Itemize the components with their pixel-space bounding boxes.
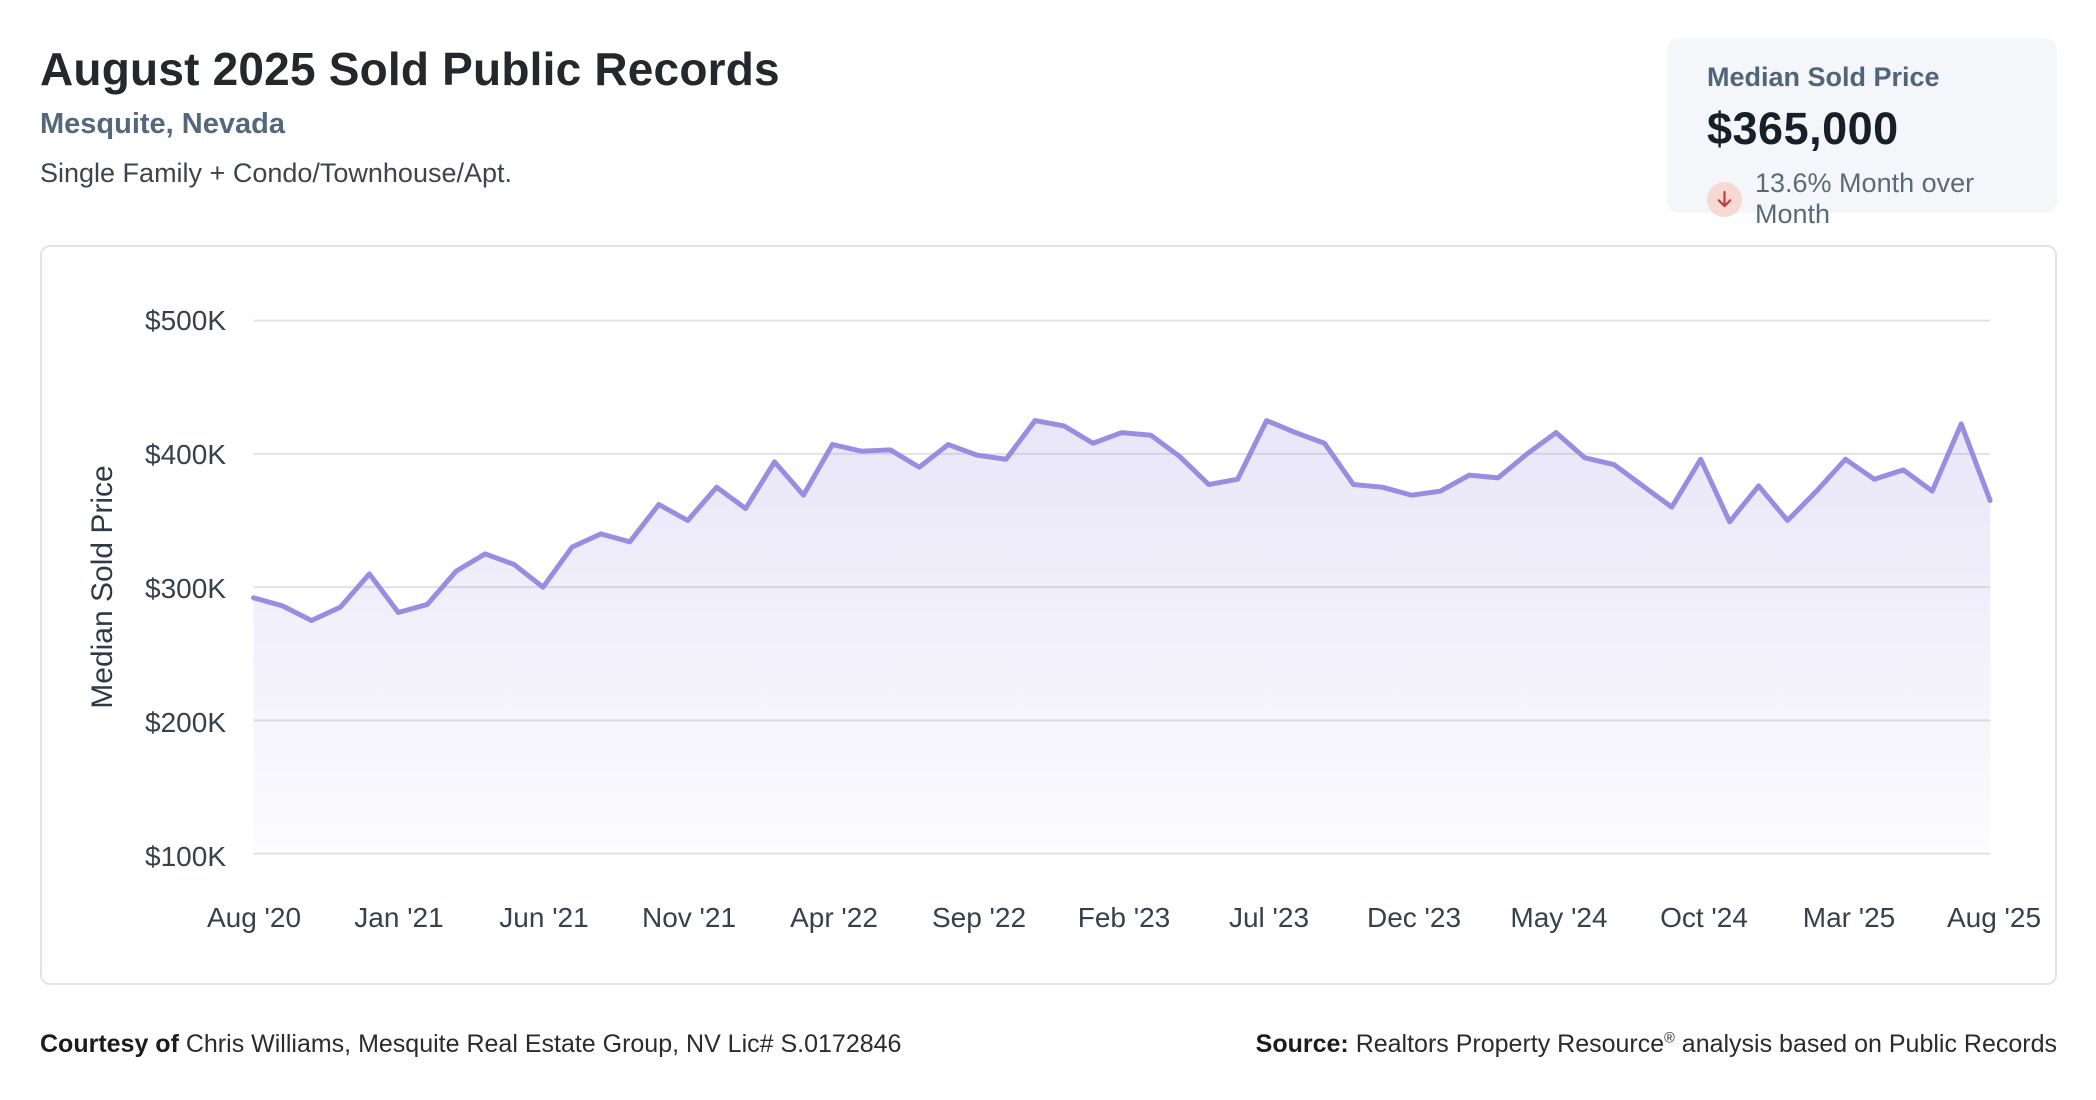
x-tick-label: Jan '21 <box>354 902 444 933</box>
x-tick-label: Jun '21 <box>499 902 589 933</box>
x-tick-label: Feb '23 <box>1077 902 1171 933</box>
y-tick-label: $200K <box>145 707 226 738</box>
arrow-down-badge <box>1707 181 1742 217</box>
x-tick-label: Apr '22 <box>790 902 878 933</box>
y-tick-label: $400K <box>145 439 226 470</box>
x-tick-label: Nov '21 <box>641 902 737 933</box>
y-tick-label: $300K <box>145 573 226 604</box>
arrow-down-icon <box>1717 190 1732 207</box>
x-tick-label: May '24 <box>1510 902 1608 933</box>
courtesy-text: Courtesy of Chris Williams, Mesquite Rea… <box>40 1030 902 1058</box>
x-tick-label: Jul '23 <box>1228 902 1310 933</box>
kpi-change-text: 13.6% Month over Month <box>1755 168 1975 229</box>
median-sold-price-card: Median Sold Price $365,000 13.6% Month o… <box>1667 38 2057 229</box>
source-text: Source: Realtors Property Resource® anal… <box>1255 1030 2057 1058</box>
kpi-change-row: 13.6% Month over Month <box>1707 168 2027 230</box>
footer: Courtesy of Chris Williams, Mesquite Rea… <box>40 1030 2057 1059</box>
x-tick-label: Oct '24 <box>1660 902 1748 933</box>
x-tick-label: Aug '25 <box>1946 902 2042 933</box>
page-title: August 2025 Sold Public Records <box>40 43 780 95</box>
property-types-subtitle: Single Family + Condo/Townhouse/Apt. <box>40 158 513 188</box>
y-tick-label: $500K <box>145 305 226 336</box>
x-tick-label: Mar '25 <box>1802 902 1896 933</box>
location-subtitle: Mesquite, Nevada <box>40 108 285 140</box>
chart-card: Median Sold Price $500K $400K $300K $200… <box>40 245 2057 985</box>
kpi-value: $365,000 <box>1707 103 1899 154</box>
price-area-chart <box>251 319 1993 855</box>
y-tick-label: $100K <box>145 841 226 872</box>
kpi-label: Median Sold Price <box>1707 62 1940 92</box>
x-tick-label: Aug '20 <box>206 902 302 933</box>
x-tick-label: Dec '23 <box>1366 902 1462 933</box>
x-tick-label: Sep '22 <box>931 902 1027 933</box>
